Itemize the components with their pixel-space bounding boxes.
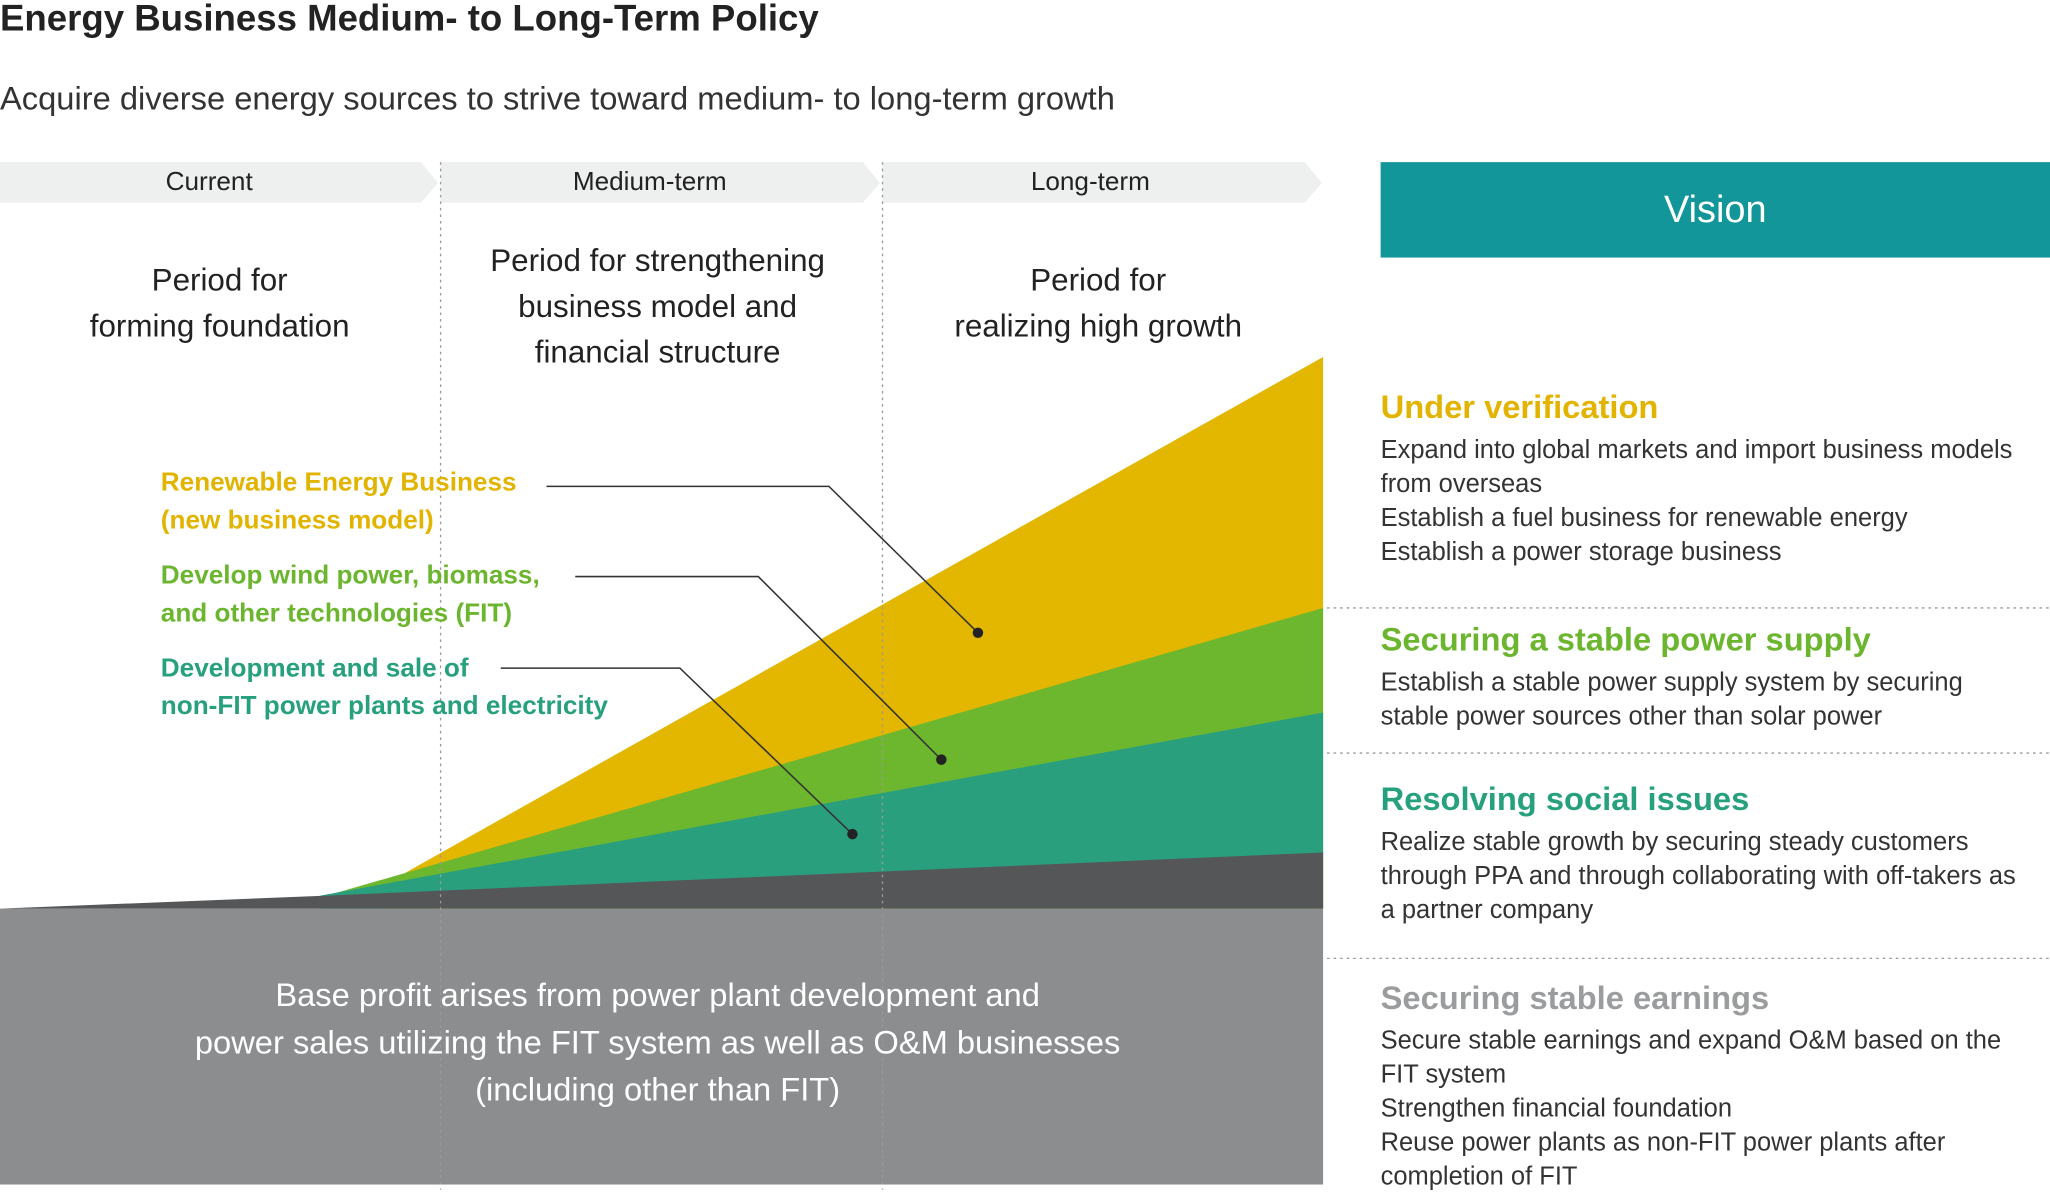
section-line: a partner company <box>1381 896 1594 924</box>
section-line: FIT system <box>1381 1061 1507 1089</box>
base-text: Base profit arises from power plant deve… <box>275 976 1040 1013</box>
phase-description: realizing high growth <box>954 308 1242 343</box>
phase-bar <box>882 162 1322 203</box>
section-line: Establish a fuel business for renewable … <box>1381 504 1908 532</box>
phase-description: Period for strengthening <box>490 243 825 278</box>
phase-description: financial structure <box>535 335 781 370</box>
vision-header <box>1380 162 2050 258</box>
section-line: Secure stable earnings and expand O&M ba… <box>1381 1027 2002 1055</box>
base-text: power sales utilizing the FIT system as … <box>195 1023 1120 1060</box>
layer-label: non-FIT power plants and electricity <box>161 690 609 720</box>
phase-label: Long-term <box>1031 166 1150 196</box>
section-heading: Resolving social issues <box>1381 780 1750 817</box>
section-heading: Securing a stable power supply <box>1381 621 1871 658</box>
section-line: Realize stable growth by securing steady… <box>1381 828 1969 856</box>
vision-title: Vision <box>1664 189 1767 231</box>
base-wedge <box>0 852 1324 909</box>
layer-label: Development and sale of <box>161 652 469 682</box>
section-line: stable power sources other than solar po… <box>1381 703 1883 731</box>
phase-bar <box>0 162 438 203</box>
title: Energy Business Medium- to Long-Term Pol… <box>0 0 819 39</box>
section-line: completion of FIT <box>1381 1163 1578 1191</box>
leader-line <box>575 575 942 761</box>
phase-description: Period for <box>1030 263 1166 298</box>
layer-label: Develop wind power, biomass, <box>161 559 540 589</box>
base-text: (including other than FIT) <box>475 1070 840 1107</box>
phase-description: business model and <box>518 289 797 324</box>
section-line: Strengthen financial foundation <box>1381 1095 1732 1123</box>
section-line: Establish a power storage business <box>1381 538 1782 566</box>
layer-label: Renewable Energy Business <box>161 467 517 497</box>
layer-label: (new business model) <box>161 505 434 535</box>
phase-label: Current <box>166 166 254 196</box>
leader-dot <box>936 754 947 765</box>
phase-description: Period for <box>152 263 288 298</box>
section-heading: Under verification <box>1381 388 1659 425</box>
leader-line <box>500 667 853 835</box>
section-heading: Securing stable earnings <box>1381 979 1770 1016</box>
leader-dot <box>847 828 858 840</box>
base-area <box>0 908 1324 1185</box>
leader-line <box>546 485 979 634</box>
section-line: Establish a stable power supply system b… <box>1381 669 1963 697</box>
phase-label: Medium-term <box>573 166 727 196</box>
phase-bar <box>440 162 880 203</box>
section-line: Reuse power plants as non-FIT power plan… <box>1381 1129 1946 1157</box>
section-line: Expand into global markets and import bu… <box>1381 436 2013 464</box>
subtitle: Acquire diverse energy sources to strive… <box>0 79 1115 116</box>
section-line: from overseas <box>1381 470 1542 498</box>
phase-description: forming foundation <box>90 308 350 343</box>
leader-dot <box>972 627 984 639</box>
non-fit-area <box>320 712 1324 909</box>
layer-label: and other technologies (FIT) <box>161 597 512 627</box>
section-line: through PPA and through collaborating wi… <box>1381 862 2016 890</box>
